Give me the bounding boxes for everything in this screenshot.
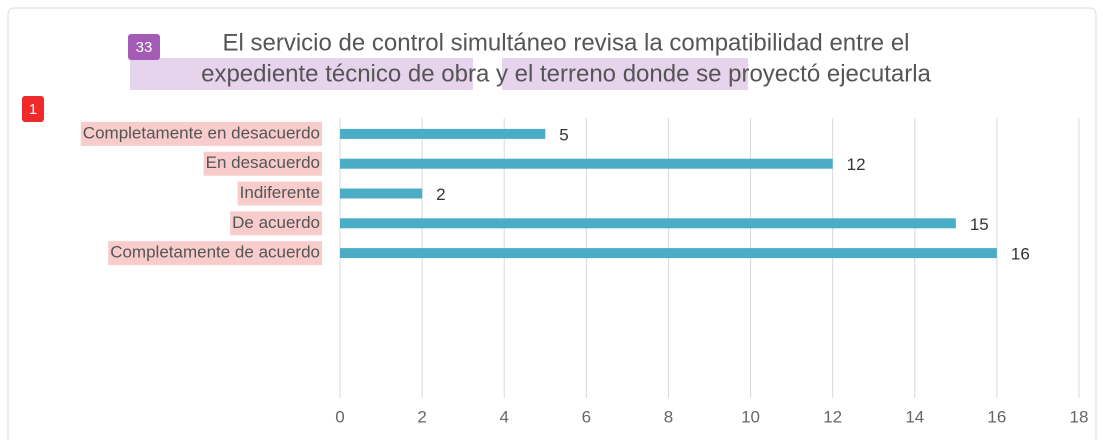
highlight xyxy=(108,241,322,266)
y-tick-label: Completamente de acuerdo xyxy=(110,243,320,262)
x-tick-label: 10 xyxy=(741,407,760,426)
badge-label: 33 xyxy=(136,39,153,56)
x-tick-label: 18 xyxy=(1070,407,1089,426)
x-tick-label: 6 xyxy=(582,407,591,426)
highlight xyxy=(502,58,748,90)
x-tick-label: 0 xyxy=(335,407,344,426)
bar xyxy=(340,188,423,199)
highlight xyxy=(80,121,322,146)
x-tick-label: 12 xyxy=(823,407,842,426)
bar xyxy=(340,158,833,169)
x-tick-label: 16 xyxy=(987,407,1006,426)
bar xyxy=(340,218,956,229)
x-tick-label: 2 xyxy=(417,407,426,426)
badge-label: 1 xyxy=(29,101,37,118)
bar xyxy=(340,248,997,259)
y-tick-label: En desacuerdo xyxy=(206,153,320,172)
value-label: 15 xyxy=(970,215,989,234)
badge xyxy=(128,34,160,60)
value-label: 12 xyxy=(847,155,866,174)
highlight xyxy=(203,151,322,176)
x-tick-label: 8 xyxy=(664,407,673,426)
y-tick-label: Completamente en desacuerdo xyxy=(83,123,320,142)
x-tick-label: 14 xyxy=(905,407,924,426)
highlight xyxy=(130,58,473,90)
highlight xyxy=(237,181,322,206)
y-tick-label: Indiferente xyxy=(240,183,320,202)
chart-title: expediente técnico de obra y el terreno … xyxy=(201,60,931,87)
value-label: 5 xyxy=(559,125,568,144)
chart-title: El servicio de control simultáneo revisa… xyxy=(223,29,910,56)
highlight xyxy=(230,211,322,236)
badge xyxy=(22,96,44,122)
bar xyxy=(340,128,546,139)
x-tick-label: 4 xyxy=(499,407,508,426)
value-label: 16 xyxy=(1011,245,1030,264)
value-label: 2 xyxy=(436,185,445,204)
y-tick-label: De acuerdo xyxy=(232,213,320,232)
